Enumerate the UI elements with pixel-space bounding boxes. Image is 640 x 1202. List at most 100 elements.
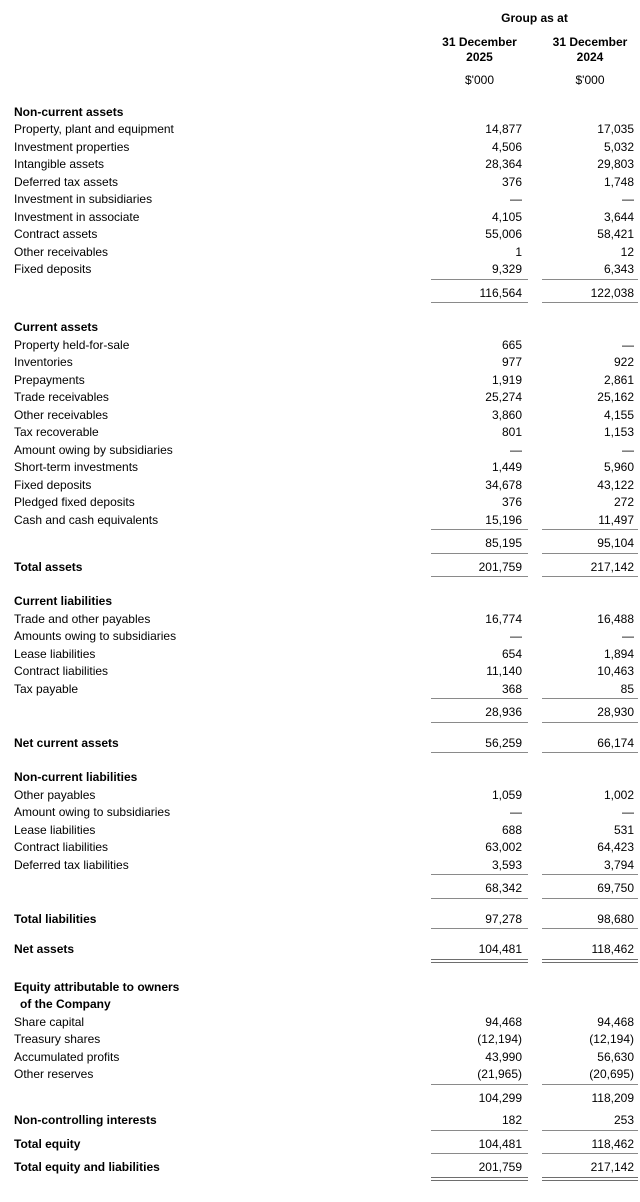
value-2024: 11,497: [542, 512, 638, 530]
value-2025: 28,936: [431, 704, 528, 723]
section: Net current assets 56,259 66,174: [14, 730, 638, 754]
value-2024: 29,803: [597, 157, 634, 171]
table-row: Fixed deposits 34,678 43,122: [14, 477, 638, 495]
value-2024: 5,032: [603, 139, 634, 154]
table-row: Other payables 1,059 1,002: [14, 787, 638, 805]
value-2025: (21,965): [431, 1066, 528, 1085]
value-2025: 4,506: [491, 139, 522, 154]
column-gap: [528, 911, 542, 930]
table-row: Tax recoverable 801 1,153: [14, 424, 638, 442]
value-2025: 182: [431, 1112, 528, 1131]
column-gap: [528, 1066, 542, 1085]
value-2025: 34,678: [485, 477, 522, 492]
column-gap: [528, 424, 542, 442]
row-label: Share capital: [14, 1014, 85, 1029]
row-label: Deferred tax liabilities: [14, 857, 129, 872]
row-label: Total equity and liabilities: [14, 1160, 160, 1174]
value-2024: 272: [613, 495, 634, 509]
row-label: Fixed deposits: [14, 477, 92, 492]
total-row: Net current assets 56,259 66,174: [14, 730, 638, 754]
value-2024: —: [622, 805, 634, 819]
column-gap: [528, 1090, 542, 1108]
table-row: Other receivables 1 12: [14, 244, 638, 262]
table-row: Amount owing by subsidiaries — —: [14, 442, 638, 460]
value-2024: 69,750: [542, 880, 638, 899]
row-label: Total assets: [14, 559, 83, 574]
section: Non-current assets Property, plant and eq…: [14, 104, 638, 304]
value-2025: 665: [501, 337, 522, 352]
column-gap: [528, 1031, 542, 1049]
value-2024: 531: [613, 822, 634, 837]
column-gap: [528, 941, 542, 963]
row-label: Property, plant and equipment: [14, 122, 174, 136]
row-label: Deferred tax assets: [14, 174, 119, 189]
table-row: 116,564 122,038: [14, 280, 638, 304]
value-2024: 10,463: [597, 664, 634, 678]
row-label: [14, 285, 431, 304]
section: Non-current liabilities Other payables 1,0…: [14, 769, 638, 899]
value-2025: (12,194): [477, 1032, 522, 1046]
value-2024: 1,748: [603, 174, 634, 189]
section: Current assets Property held-for-sale 665 —…: [14, 319, 638, 577]
section-heading: of the Company: [20, 997, 111, 1011]
value-2024: 1,002: [603, 787, 634, 802]
value-2025: 3,860: [491, 407, 522, 422]
column-gap: [528, 407, 542, 425]
value-2024: 122,038: [542, 285, 638, 303]
value-2025: —: [510, 629, 522, 643]
column-gap: [528, 611, 542, 629]
header-spacer: [14, 73, 431, 88]
table-row: Inventories 977 922: [14, 354, 638, 372]
value-2025: 201,759: [431, 1159, 528, 1181]
row-label: Amount owing by subsidiaries: [14, 442, 173, 457]
column-gap: [528, 261, 542, 280]
value-2024: 2,861: [603, 372, 634, 387]
table-row: Amounts owing to subsidiaries — —: [14, 628, 638, 646]
column-gap: [528, 442, 542, 460]
group-header-row: Group as at: [14, 10, 638, 28]
row-label: Intangible assets: [14, 157, 105, 171]
value-2025: 801: [501, 425, 522, 439]
value-2024: —: [622, 442, 634, 457]
row-label: [14, 535, 431, 554]
column-date-line2: 2025: [466, 49, 493, 64]
table-row: Contract liabilities 63,002 64,423: [14, 839, 638, 857]
row-label: Contract assets: [14, 227, 98, 241]
table-row: Other receivables 3,860 4,155: [14, 407, 638, 425]
value-2025: 25,274: [485, 390, 522, 404]
column-gap: [528, 354, 542, 372]
statement-body: Non-current assets Property, plant and eq…: [14, 104, 638, 1181]
row-label: [14, 1090, 431, 1108]
column-gap: [528, 804, 542, 822]
row-label: Tax recoverable: [14, 425, 99, 439]
header-spacer: [14, 35, 431, 65]
column-gap: [528, 822, 542, 840]
section-heading: Equity attributable to owners: [14, 979, 180, 994]
value-2025: —: [510, 442, 522, 457]
value-2025: 55,006: [485, 227, 522, 241]
section: Equity attributable to owners of the Comp…: [14, 979, 638, 1181]
column-gap: [528, 704, 542, 723]
value-2024: 5,960: [603, 460, 634, 474]
column-gap: [528, 477, 542, 495]
value-2025: 654: [501, 646, 522, 661]
table-row: 28,936 28,930: [14, 699, 638, 723]
value-2025: 368: [431, 681, 528, 699]
column-gap: [528, 389, 542, 407]
column-date-line1: 31 December: [442, 34, 517, 49]
column-gap: [528, 372, 542, 390]
value-2024: 253: [542, 1112, 638, 1131]
column-gap: [528, 735, 542, 754]
value-2025: 16,774: [485, 611, 522, 626]
section-heading: Non-current liabilities: [14, 770, 138, 784]
value-2025: 3,593: [431, 857, 528, 875]
value-2025: 11,140: [486, 664, 522, 678]
row-label: Property held-for-sale: [14, 337, 130, 352]
column-gap: [528, 35, 542, 65]
table-row: Property held-for-sale 665 —: [14, 337, 638, 355]
unit-label-2024: $'000: [575, 72, 605, 87]
header-spacer: [14, 10, 431, 28]
value-2024: 1,153: [603, 425, 634, 439]
table-row: Prepayments 1,919 2,861: [14, 372, 638, 390]
